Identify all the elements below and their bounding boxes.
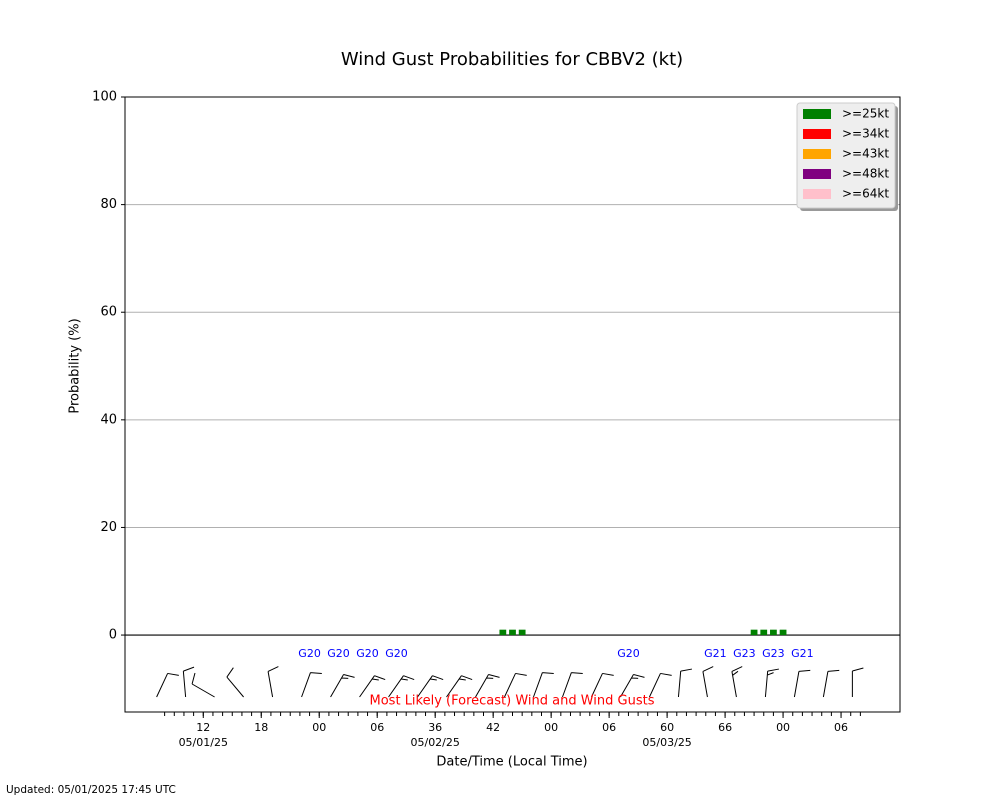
x-date-label: 05/03/25 <box>642 736 691 749</box>
x-tick-label: 60 <box>660 721 674 734</box>
wind-barb <box>851 667 864 697</box>
wind-barb <box>793 669 811 698</box>
x-date-label: 05/01/25 <box>179 736 228 749</box>
gust-label: G23 <box>733 647 756 660</box>
footer: Updated: 05/01/2025 17:45 UTC <box>6 784 176 796</box>
wind-barb <box>677 668 693 698</box>
bar <box>779 629 787 636</box>
x-tick-label: 06 <box>370 721 384 734</box>
gust-label: G20 <box>298 647 321 660</box>
legend-label: >=43kt <box>842 147 889 161</box>
legend-label: >=25kt <box>842 107 889 121</box>
wind-barb <box>359 675 386 698</box>
x-tick-label: 06 <box>602 721 616 734</box>
x-tick-label: 18 <box>254 721 268 734</box>
legend-label: >=48kt <box>842 167 889 181</box>
gust-label: G20 <box>617 647 640 660</box>
annotation: Most Likely (Forecast) Wind and Wind Gus… <box>370 694 655 709</box>
x-tick-label: 12 <box>196 721 210 734</box>
bar <box>499 629 507 636</box>
wind-barb <box>591 672 614 698</box>
wind-barb <box>533 672 554 698</box>
wind-barb <box>226 667 244 698</box>
y-tick-label: 20 <box>100 520 117 535</box>
gust-label: G21 <box>791 647 814 660</box>
legend-swatch <box>803 129 831 139</box>
x-tick-label: 06 <box>834 721 848 734</box>
wind-barb <box>267 666 279 698</box>
y-tick-label: 40 <box>100 412 117 427</box>
chart-title: Wind Gust Probabilities for CBBV2 (kt) <box>341 49 683 70</box>
legend-swatch <box>803 189 831 199</box>
x-tick-label: 00 <box>776 721 790 734</box>
x-tick-label: 36 <box>428 721 442 734</box>
y-axis-label: Probability (%) <box>68 318 83 413</box>
wind-barb <box>330 673 355 698</box>
x-tick-label: 66 <box>718 721 732 734</box>
gust-label: G20 <box>356 647 379 660</box>
bar <box>760 629 768 636</box>
legend-swatch <box>803 149 831 159</box>
y-tick-label: 80 <box>100 197 117 212</box>
y-tick-label: 60 <box>100 305 117 320</box>
gust-label: G20 <box>327 647 350 660</box>
gust-label: G21 <box>704 647 727 660</box>
x-axis-label: Date/Time (Local Time) <box>436 755 587 770</box>
plot-frame <box>124 96 901 713</box>
wind-barb <box>301 672 322 698</box>
wind-barb <box>562 672 583 698</box>
bar <box>518 629 526 636</box>
wind-barb <box>191 672 215 698</box>
bar <box>770 629 777 636</box>
wind-barb <box>620 673 645 698</box>
wind-barb <box>417 675 444 698</box>
bar <box>509 629 516 636</box>
wind-barb <box>822 669 840 698</box>
wind-barb <box>702 666 714 698</box>
x-tick-label: 00 <box>312 721 326 734</box>
x-tick-label: 00 <box>544 721 558 734</box>
y-tick-label: 100 <box>92 90 117 105</box>
legend-label: >=34kt <box>842 127 889 141</box>
gust-label: G20 <box>385 647 408 660</box>
wind-barb <box>446 675 473 698</box>
wind-barb <box>731 666 743 698</box>
wind-barb <box>156 672 179 698</box>
legend-label: >=64kt <box>842 187 889 201</box>
wind-barb <box>388 675 415 698</box>
wind-barb <box>182 666 195 698</box>
bar <box>750 629 758 636</box>
y-tick-label: 0 <box>109 628 117 643</box>
wind-barb <box>648 672 672 698</box>
legend-swatch <box>803 169 831 179</box>
wind-barb <box>475 673 500 698</box>
legend-swatch <box>803 109 831 119</box>
x-date-label: 05/02/25 <box>410 736 459 749</box>
gust-label: G23 <box>762 647 785 660</box>
wind-barb <box>504 672 527 698</box>
x-tick-label: 42 <box>486 721 500 734</box>
wind-barb <box>764 668 779 698</box>
